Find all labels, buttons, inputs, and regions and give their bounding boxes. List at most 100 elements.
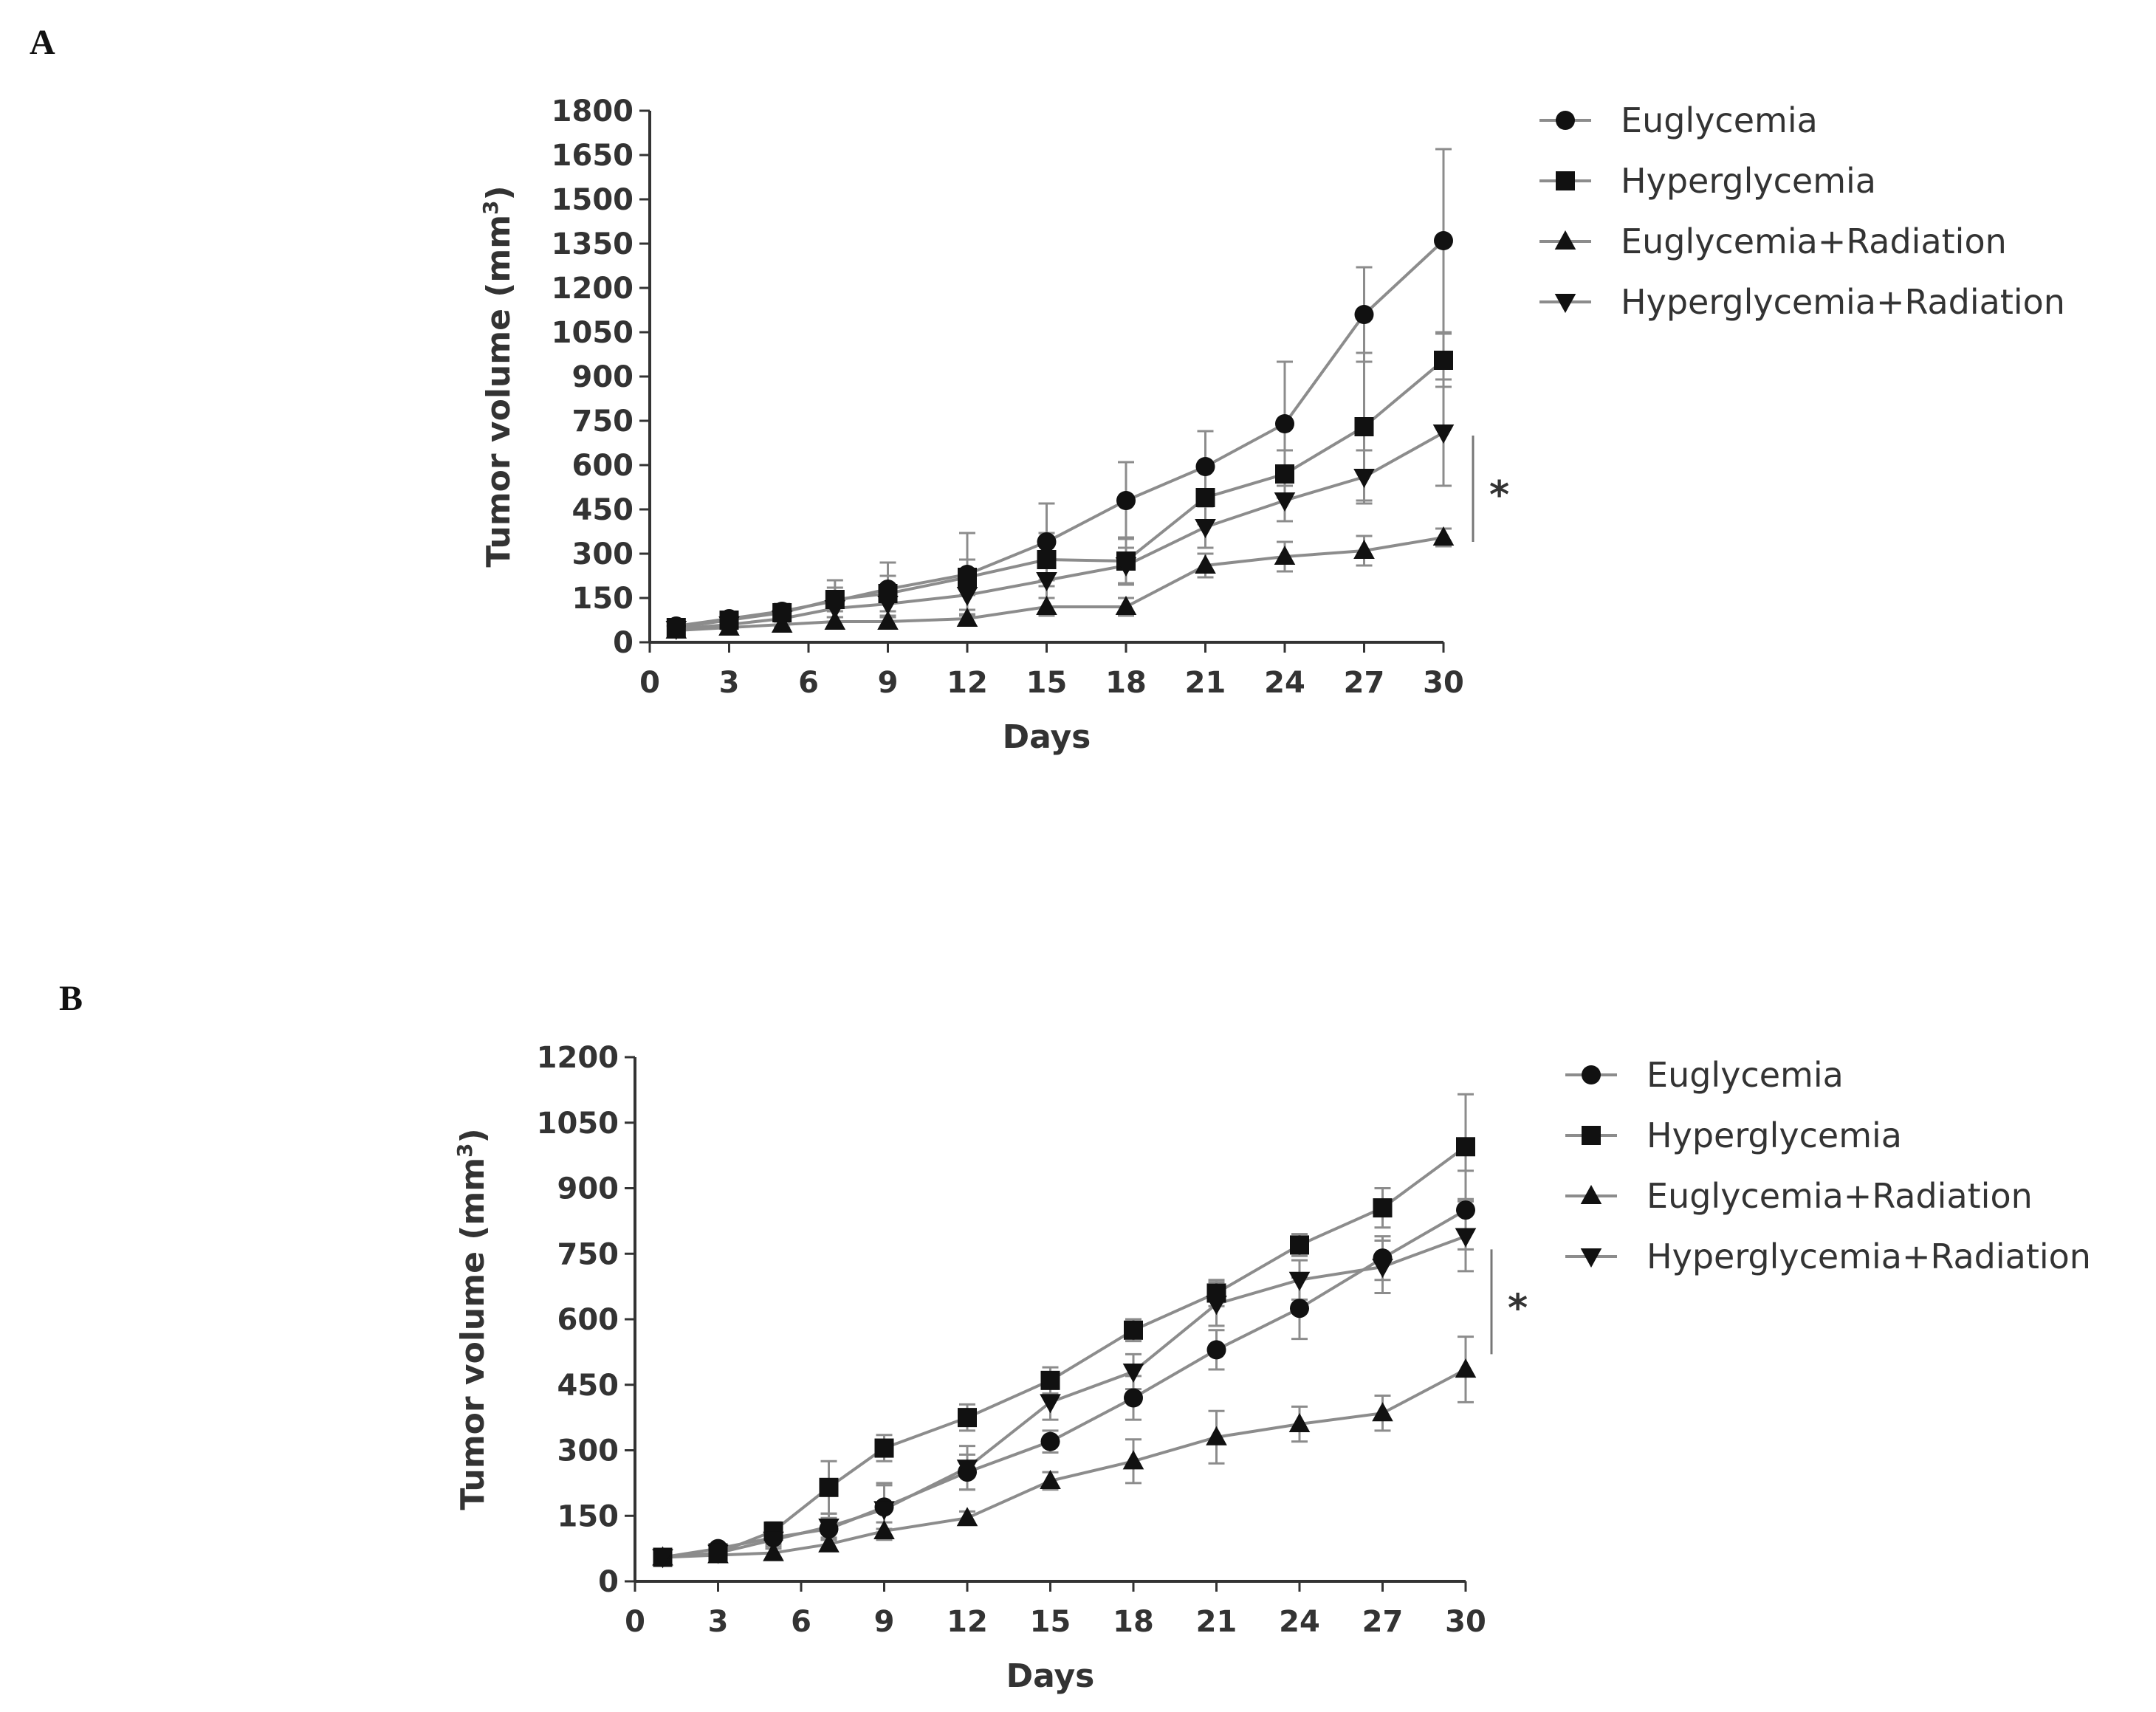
x-tick-label: 24 [1279, 1605, 1320, 1639]
data-point [707, 1544, 729, 1564]
y-tick-label: 0 [598, 1565, 619, 1599]
series-points-euglycemia-radiation [652, 1358, 1477, 1566]
y-tick-label: 1350 [552, 227, 634, 261]
x-tick-label: 30 [1445, 1605, 1486, 1639]
x-tick-label: 3 [708, 1605, 729, 1639]
x-tick-label: 18 [1105, 666, 1147, 700]
data-point [1040, 1394, 1061, 1414]
data-point [956, 586, 978, 606]
legend-label: Euglycemia+Radiation [1647, 1176, 2033, 1216]
data-point [763, 1541, 784, 1561]
significance-marker: * [1508, 1286, 1528, 1330]
data-point [1206, 1426, 1227, 1445]
x-tick-label: 3 [719, 666, 740, 700]
data-point [824, 611, 846, 630]
data-point [1354, 305, 1374, 324]
data-point [956, 1460, 978, 1479]
y-axis-label: Tumor volume (mm3) [478, 185, 518, 567]
legend-marker [1556, 111, 1575, 130]
data-point [1275, 414, 1294, 433]
legend-label: Euglycemia [1647, 1055, 1844, 1095]
data-point [1372, 1258, 1393, 1278]
series-line-hyperglycemia-radiation [662, 1234, 1466, 1559]
x-tick-label: 15 [1026, 666, 1068, 700]
data-point [956, 608, 978, 628]
data-point [1372, 1402, 1393, 1422]
series-points-hyperglycemia-radiation [665, 424, 1455, 640]
legend-marker [1556, 171, 1575, 190]
y-tick-label: 1800 [552, 94, 634, 128]
data-point [652, 1549, 673, 1569]
data-point [1115, 596, 1137, 616]
x-tick-label: 0 [625, 1605, 645, 1639]
data-point [1040, 1469, 1061, 1489]
data-point [1354, 417, 1374, 436]
legend-item-hyperglycemia-radiation: Hyperglycemia+Radiation [1565, 1237, 2091, 1276]
data-point [1353, 540, 1375, 560]
x-tick-label: 18 [1113, 1605, 1154, 1639]
y-tick-label: 1050 [552, 316, 634, 350]
data-point [819, 1477, 839, 1497]
error-bars-hyperglycemia-radiation [654, 1200, 1474, 1563]
y-tick-label: 0 [613, 626, 634, 660]
y-tick-label: 900 [557, 1172, 619, 1206]
data-point [824, 599, 846, 619]
data-point [873, 1501, 895, 1521]
data-point [1036, 596, 1057, 616]
series-points-hyperglycemia-radiation [652, 1228, 1477, 1569]
data-point [763, 1531, 784, 1551]
data-point [1288, 1413, 1311, 1433]
y-tick-label: 1200 [537, 1041, 619, 1075]
x-tick-label: 12 [947, 1605, 988, 1639]
x-tick-label: 24 [1264, 666, 1305, 700]
data-point [1122, 1450, 1144, 1470]
x-tick-label: 27 [1344, 666, 1385, 700]
y-tick-label: 300 [572, 537, 634, 571]
legend-marker [1580, 1248, 1602, 1268]
x-tick-label: 6 [798, 666, 819, 700]
legend-label: Hyperglycemia [1647, 1115, 1902, 1155]
data-point [1290, 1299, 1309, 1319]
data-point [1036, 571, 1057, 591]
data-point [1206, 1296, 1227, 1316]
y-tick-label: 600 [557, 1303, 619, 1337]
x-tick-label: 9 [874, 1605, 895, 1639]
data-point [1195, 488, 1215, 507]
legend-label: Hyperglycemia+Radiation [1621, 282, 2065, 322]
data-point [1122, 1363, 1144, 1383]
legend-item-euglycemia: Euglycemia [1539, 100, 1818, 140]
x-tick-label: 27 [1362, 1605, 1404, 1639]
data-point [874, 1438, 894, 1458]
legend-label: Euglycemia [1621, 100, 1818, 140]
data-point [1455, 1358, 1477, 1378]
legend-label: Euglycemia+Radiation [1621, 221, 2007, 261]
data-point [1434, 231, 1453, 250]
data-point [1432, 526, 1455, 546]
data-point [665, 620, 687, 640]
y-axis-label: Tumor volume (mm3) [453, 1128, 492, 1510]
series-points-euglycemia [653, 1200, 1475, 1567]
legend-marker [1554, 293, 1576, 313]
legend-item-hyperglycemia-radiation: Hyperglycemia+Radiation [1539, 282, 2065, 322]
legend-item-hyperglycemia: Hyperglycemia [1565, 1115, 1902, 1155]
panel-letter-a: A [30, 23, 55, 62]
series-points-hyperglycemia [653, 1137, 1475, 1567]
data-point [877, 595, 899, 615]
x-axis-label: Days [1003, 718, 1091, 756]
data-point [1037, 532, 1057, 551]
data-point [1116, 491, 1136, 510]
data-point [1274, 546, 1296, 565]
panel-letter-b: B [59, 979, 83, 1018]
data-point [718, 616, 740, 636]
y-tick-label: 750 [557, 1237, 619, 1271]
legend-label: Hyperglycemia+Radiation [1647, 1237, 2091, 1276]
series-line-hyperglycemia [662, 1145, 1467, 1559]
y-tick-label: 150 [557, 1499, 619, 1533]
data-point [1195, 457, 1215, 476]
legend-item-euglycemia: Euglycemia [1565, 1055, 1844, 1095]
data-point [1373, 1198, 1393, 1218]
x-tick-label: 30 [1423, 666, 1464, 700]
data-point [873, 1520, 895, 1540]
data-point [1037, 550, 1057, 569]
